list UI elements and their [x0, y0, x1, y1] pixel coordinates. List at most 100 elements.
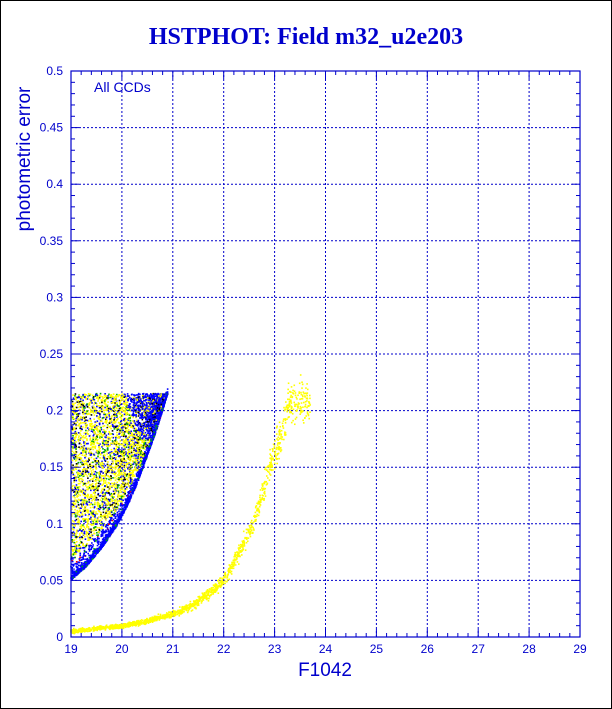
- scatter-point: [154, 416, 156, 418]
- scatter-point: [130, 399, 133, 402]
- scatter-point: [107, 492, 109, 494]
- scatter-point: [104, 496, 107, 498]
- scatter-point: [108, 444, 110, 447]
- scatter-point: [71, 403, 74, 406]
- scatter-point: [132, 442, 135, 444]
- scatter-point: [114, 468, 117, 470]
- scatter-point: [123, 458, 126, 460]
- scatter-point: [103, 430, 106, 432]
- scatter-point: [80, 416, 83, 419]
- scatter-point: [84, 472, 86, 474]
- scatter-point: [141, 402, 144, 405]
- scatter-point: [125, 453, 127, 456]
- scatter-point: [101, 515, 103, 517]
- scatter-point: [74, 496, 76, 499]
- scatter-point: [114, 479, 117, 481]
- scatter-point: [155, 414, 158, 417]
- scatter-point: [72, 464, 74, 467]
- scatter-point: [73, 426, 75, 429]
- scatter-point: [99, 409, 102, 411]
- scatter-point: [105, 502, 107, 505]
- scatter-point: [139, 465, 141, 468]
- scatter-point: [72, 413, 74, 416]
- scatter-point: [72, 468, 74, 470]
- scatter-point: [112, 406, 114, 408]
- scatter-point: [139, 464, 142, 466]
- scatter-point: [113, 422, 115, 424]
- scatter-point: [97, 535, 99, 538]
- scatter-point: [89, 480, 91, 482]
- scatter-point: [77, 413, 80, 415]
- scatter-point: [122, 445, 125, 448]
- scatter-point: [97, 460, 100, 462]
- scatter-point: [73, 413, 76, 415]
- scatter-point: [158, 407, 161, 410]
- scatter-point: [75, 465, 77, 468]
- scatter-point: [147, 433, 149, 435]
- scatter-point: [141, 394, 144, 397]
- scatter-point: [84, 519, 86, 521]
- scatter-point: [102, 425, 104, 428]
- scatter-point: [116, 448, 119, 451]
- scatter-point: [121, 414, 124, 416]
- scatter-point: [72, 504, 75, 506]
- scatter-point: [79, 438, 81, 440]
- scatter-point: [122, 495, 124, 498]
- scatter-point: [120, 497, 123, 500]
- scatter-point: [125, 423, 128, 425]
- scatter-point: [97, 454, 99, 457]
- scatter-point: [126, 497, 129, 500]
- scatter-point: [104, 416, 106, 419]
- scatter-point: [80, 530, 83, 532]
- scatter-point: [124, 501, 126, 504]
- scatter-point: [88, 536, 91, 539]
- scatter-point: [148, 399, 150, 401]
- scatter-point: [160, 393, 162, 395]
- scatter-point: [86, 509, 88, 512]
- scatter-point: [130, 455, 133, 458]
- scatter-point: [97, 463, 100, 466]
- scatter-point: [117, 405, 120, 408]
- scatter-point: [153, 404, 156, 407]
- scatter-point: [110, 504, 112, 506]
- scatter-point: [154, 404, 157, 407]
- scatter-point: [86, 406, 89, 408]
- scatter-point: [139, 410, 141, 412]
- scatter-point: [71, 426, 73, 429]
- scatter-point: [115, 461, 117, 464]
- scatter-point: [110, 452, 113, 454]
- scatter-point: [77, 495, 79, 497]
- scatter-point: [93, 476, 96, 479]
- scatter-point: [88, 449, 91, 451]
- scatter-point: [144, 411, 147, 414]
- scatter-point: [115, 393, 118, 396]
- scatter-point: [104, 393, 106, 395]
- scatter-point: [74, 535, 77, 538]
- chart-title: HSTPHOT: Field m32_u2e203: [148, 24, 464, 50]
- scatter-point: [98, 410, 100, 413]
- scatter-point: [106, 527, 109, 529]
- scatter-point: [143, 440, 146, 442]
- scatter-point: [154, 395, 157, 398]
- scatter-point: [120, 399, 122, 402]
- scatter-point: [104, 420, 107, 422]
- scatter-point: [114, 492, 116, 495]
- scatter-point: [93, 528, 96, 531]
- scatter-point: [73, 479, 76, 482]
- scatter-point: [121, 429, 123, 432]
- scatter-point: [120, 403, 122, 406]
- scatter-point: [115, 483, 117, 486]
- scatter-point: [129, 432, 132, 435]
- scatter-point: [121, 461, 124, 464]
- scatter-point: [96, 526, 99, 529]
- scatter-point: [94, 538, 96, 540]
- scatter-point: [156, 416, 159, 419]
- scatter-point: [141, 403, 144, 406]
- scatter-point: [72, 531, 75, 533]
- scatter-point: [107, 486, 109, 488]
- scatter-point: [137, 408, 140, 411]
- scatter-point: [79, 514, 82, 517]
- scatter-point: [80, 527, 83, 530]
- scatter-point: [87, 404, 90, 407]
- scatter-point: [137, 430, 140, 433]
